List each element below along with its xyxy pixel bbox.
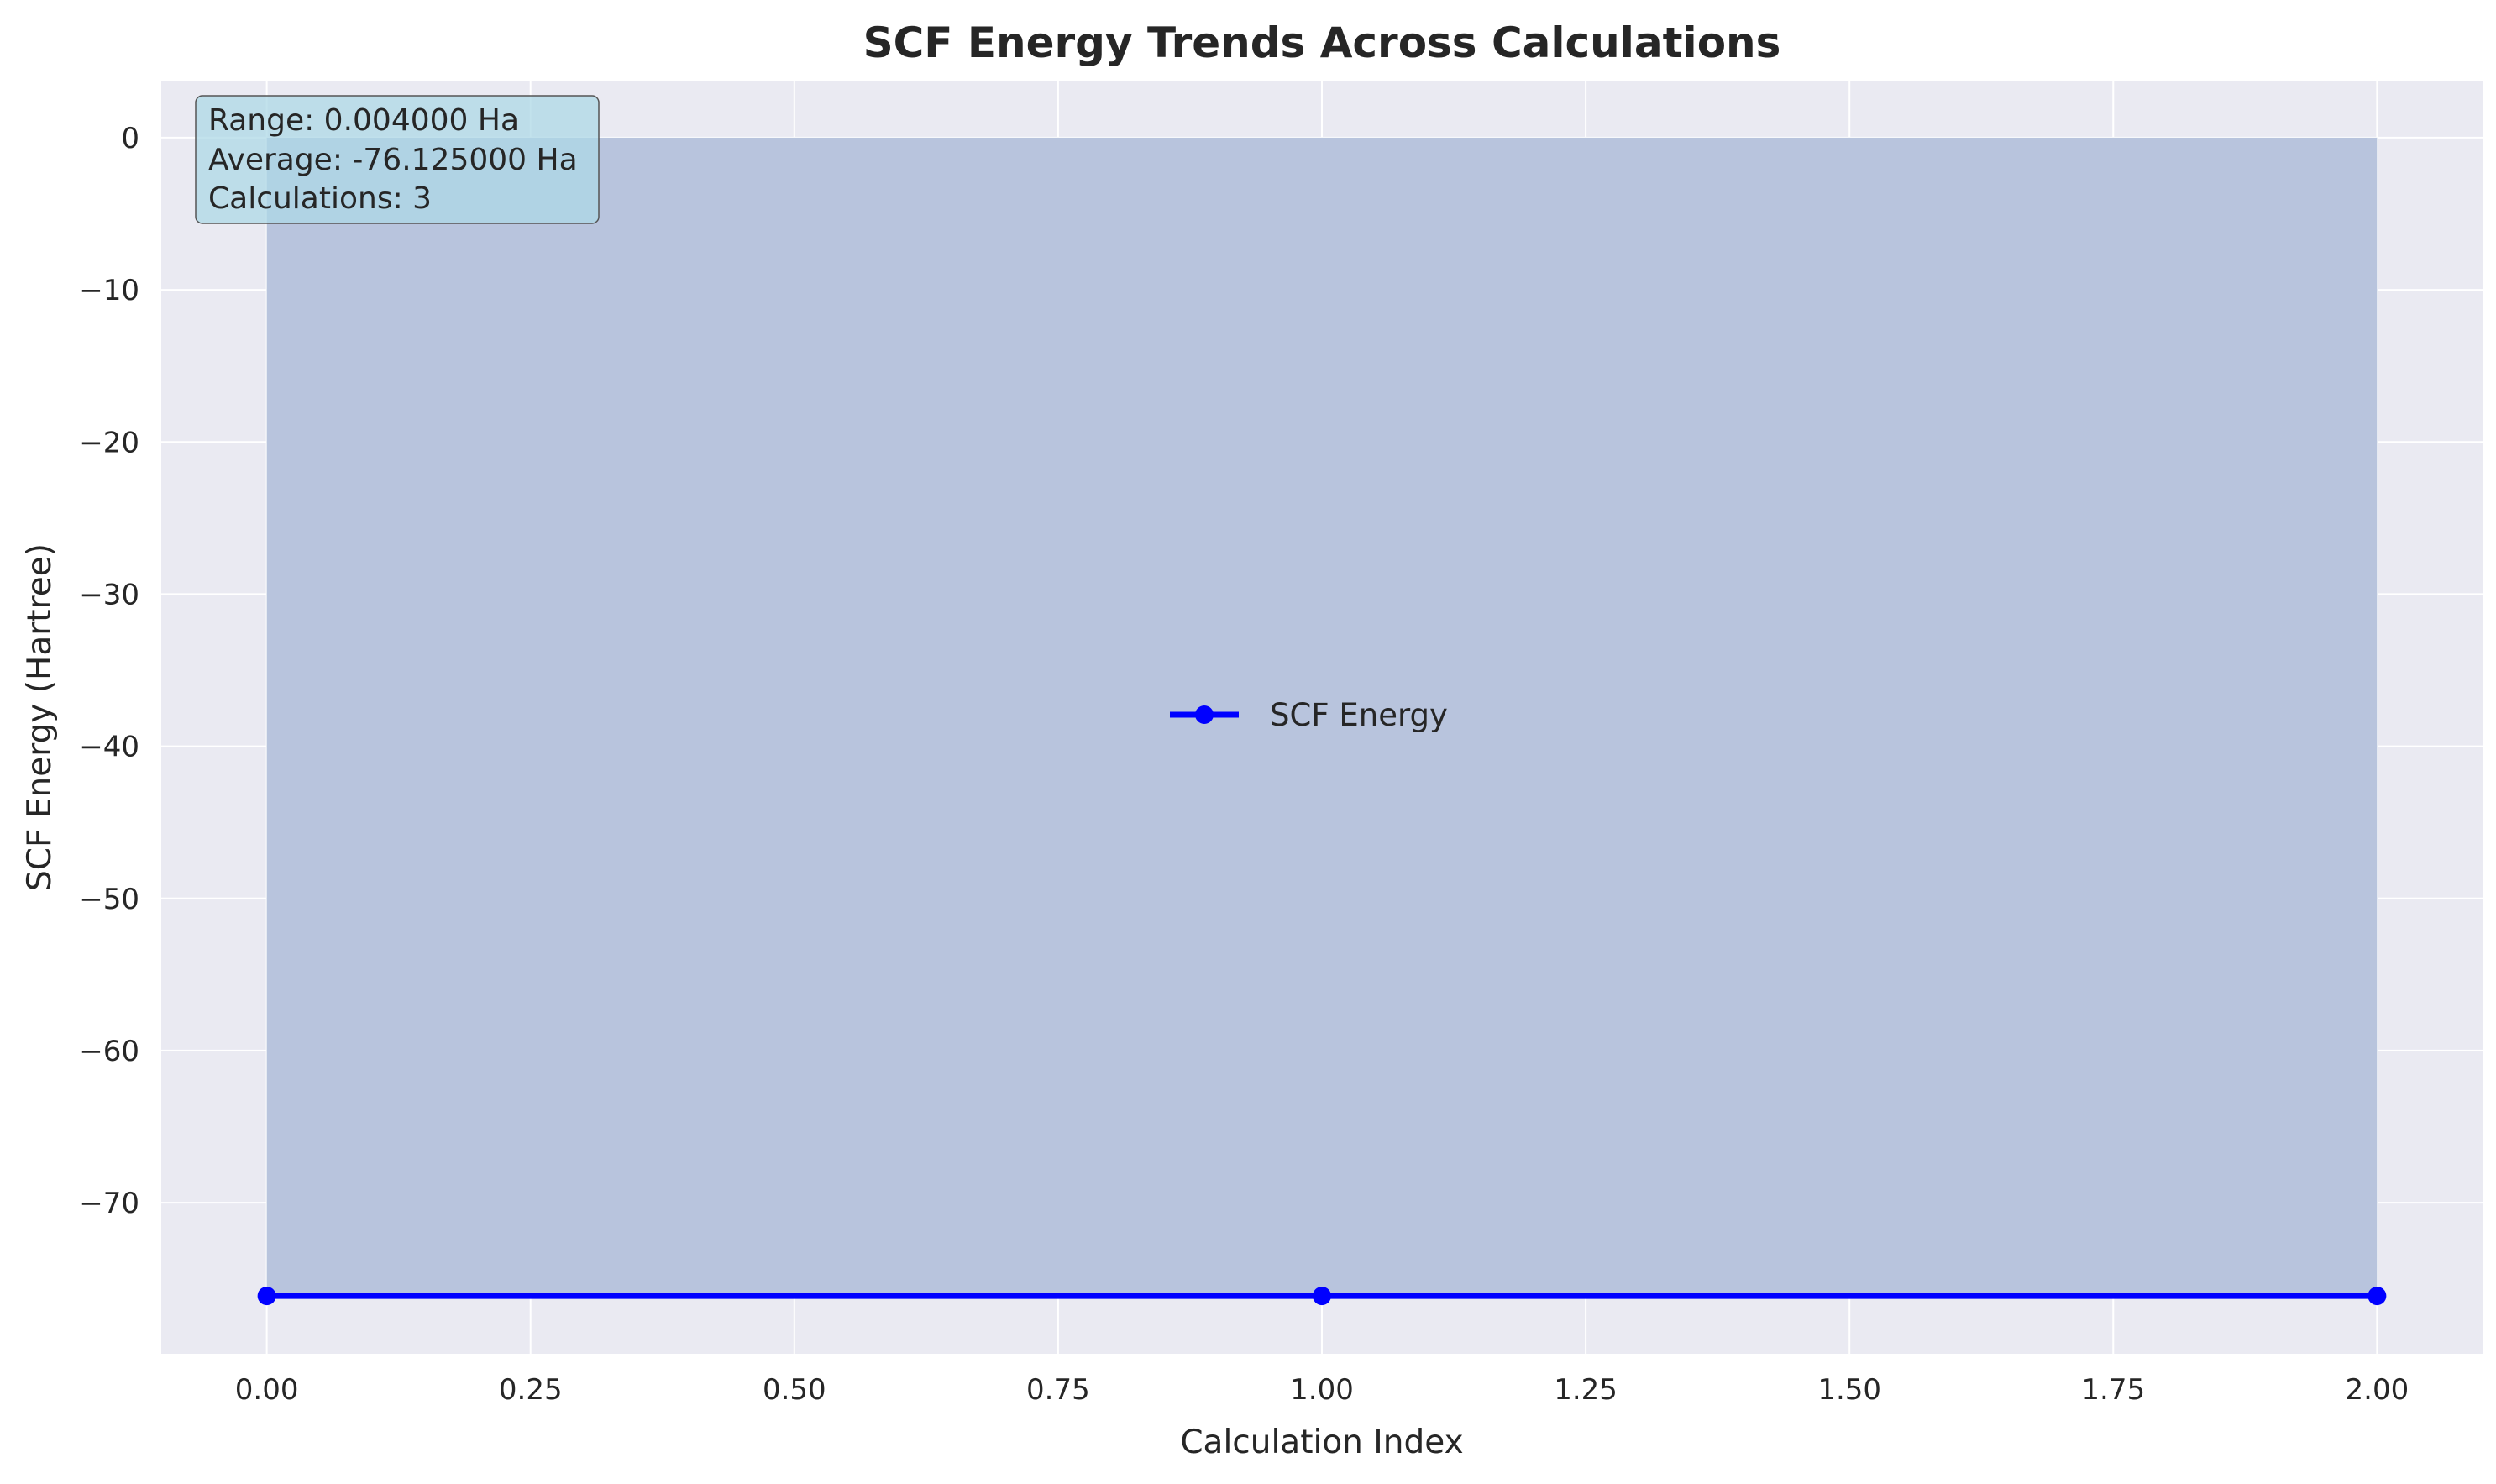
legend-marker bbox=[1195, 705, 1214, 724]
stats-range: Range: 0.004000 Ha bbox=[208, 103, 519, 138]
y-tick-label: −30 bbox=[79, 578, 139, 611]
stats-average: Average: -76.125000 Ha bbox=[208, 143, 578, 177]
y-tick-label: −20 bbox=[79, 426, 139, 459]
stats-box-background bbox=[195, 95, 600, 224]
x-tick-label: 0.50 bbox=[763, 1373, 826, 1407]
chart-title: SCF Energy Trends Across Calculations bbox=[863, 18, 1781, 67]
y-tick-label: −70 bbox=[79, 1187, 139, 1220]
y-axis-ticks: 0 −10 −20 −30 −40 −50 −60 −70 bbox=[79, 122, 139, 1220]
y-axis-label: SCF Energy (Hartree) bbox=[21, 543, 59, 891]
data-point bbox=[1313, 1287, 1331, 1306]
y-tick-label: 0 bbox=[121, 122, 139, 155]
data-point bbox=[2368, 1287, 2387, 1306]
x-tick-label: 1.50 bbox=[1817, 1373, 1881, 1407]
y-tick-label: −50 bbox=[79, 883, 139, 916]
stats-calculations: Calculations: 3 bbox=[208, 181, 432, 216]
x-tick-label: 2.00 bbox=[2346, 1373, 2409, 1407]
y-tick-label: −10 bbox=[79, 274, 139, 307]
y-tick-label: −60 bbox=[79, 1035, 139, 1068]
x-tick-label: 0.75 bbox=[1026, 1373, 1090, 1407]
x-tick-label: 1.25 bbox=[1554, 1373, 1618, 1407]
legend: SCF Energy bbox=[1170, 697, 1448, 733]
x-tick-label: 0.00 bbox=[235, 1373, 299, 1407]
x-axis-label: Calculation Index bbox=[1180, 1424, 1463, 1461]
x-tick-label: 0.25 bbox=[499, 1373, 563, 1407]
x-tick-label: 1.75 bbox=[2081, 1373, 2145, 1407]
legend-label-scf-energy: SCF Energy bbox=[1270, 697, 1448, 733]
data-point bbox=[257, 1287, 276, 1306]
y-tick-label: −40 bbox=[79, 731, 139, 764]
energy-fill-area bbox=[266, 137, 2378, 1297]
data-points bbox=[257, 1287, 2387, 1306]
stats-box: Range: 0.004000 Ha Average: -76.125000 H… bbox=[195, 95, 600, 224]
x-axis-ticks: 0.00 0.25 0.50 0.75 1.00 1.25 1.50 1.75 2.00 bbox=[235, 1373, 2409, 1407]
x-tick-label: 1.00 bbox=[1290, 1373, 1354, 1407]
